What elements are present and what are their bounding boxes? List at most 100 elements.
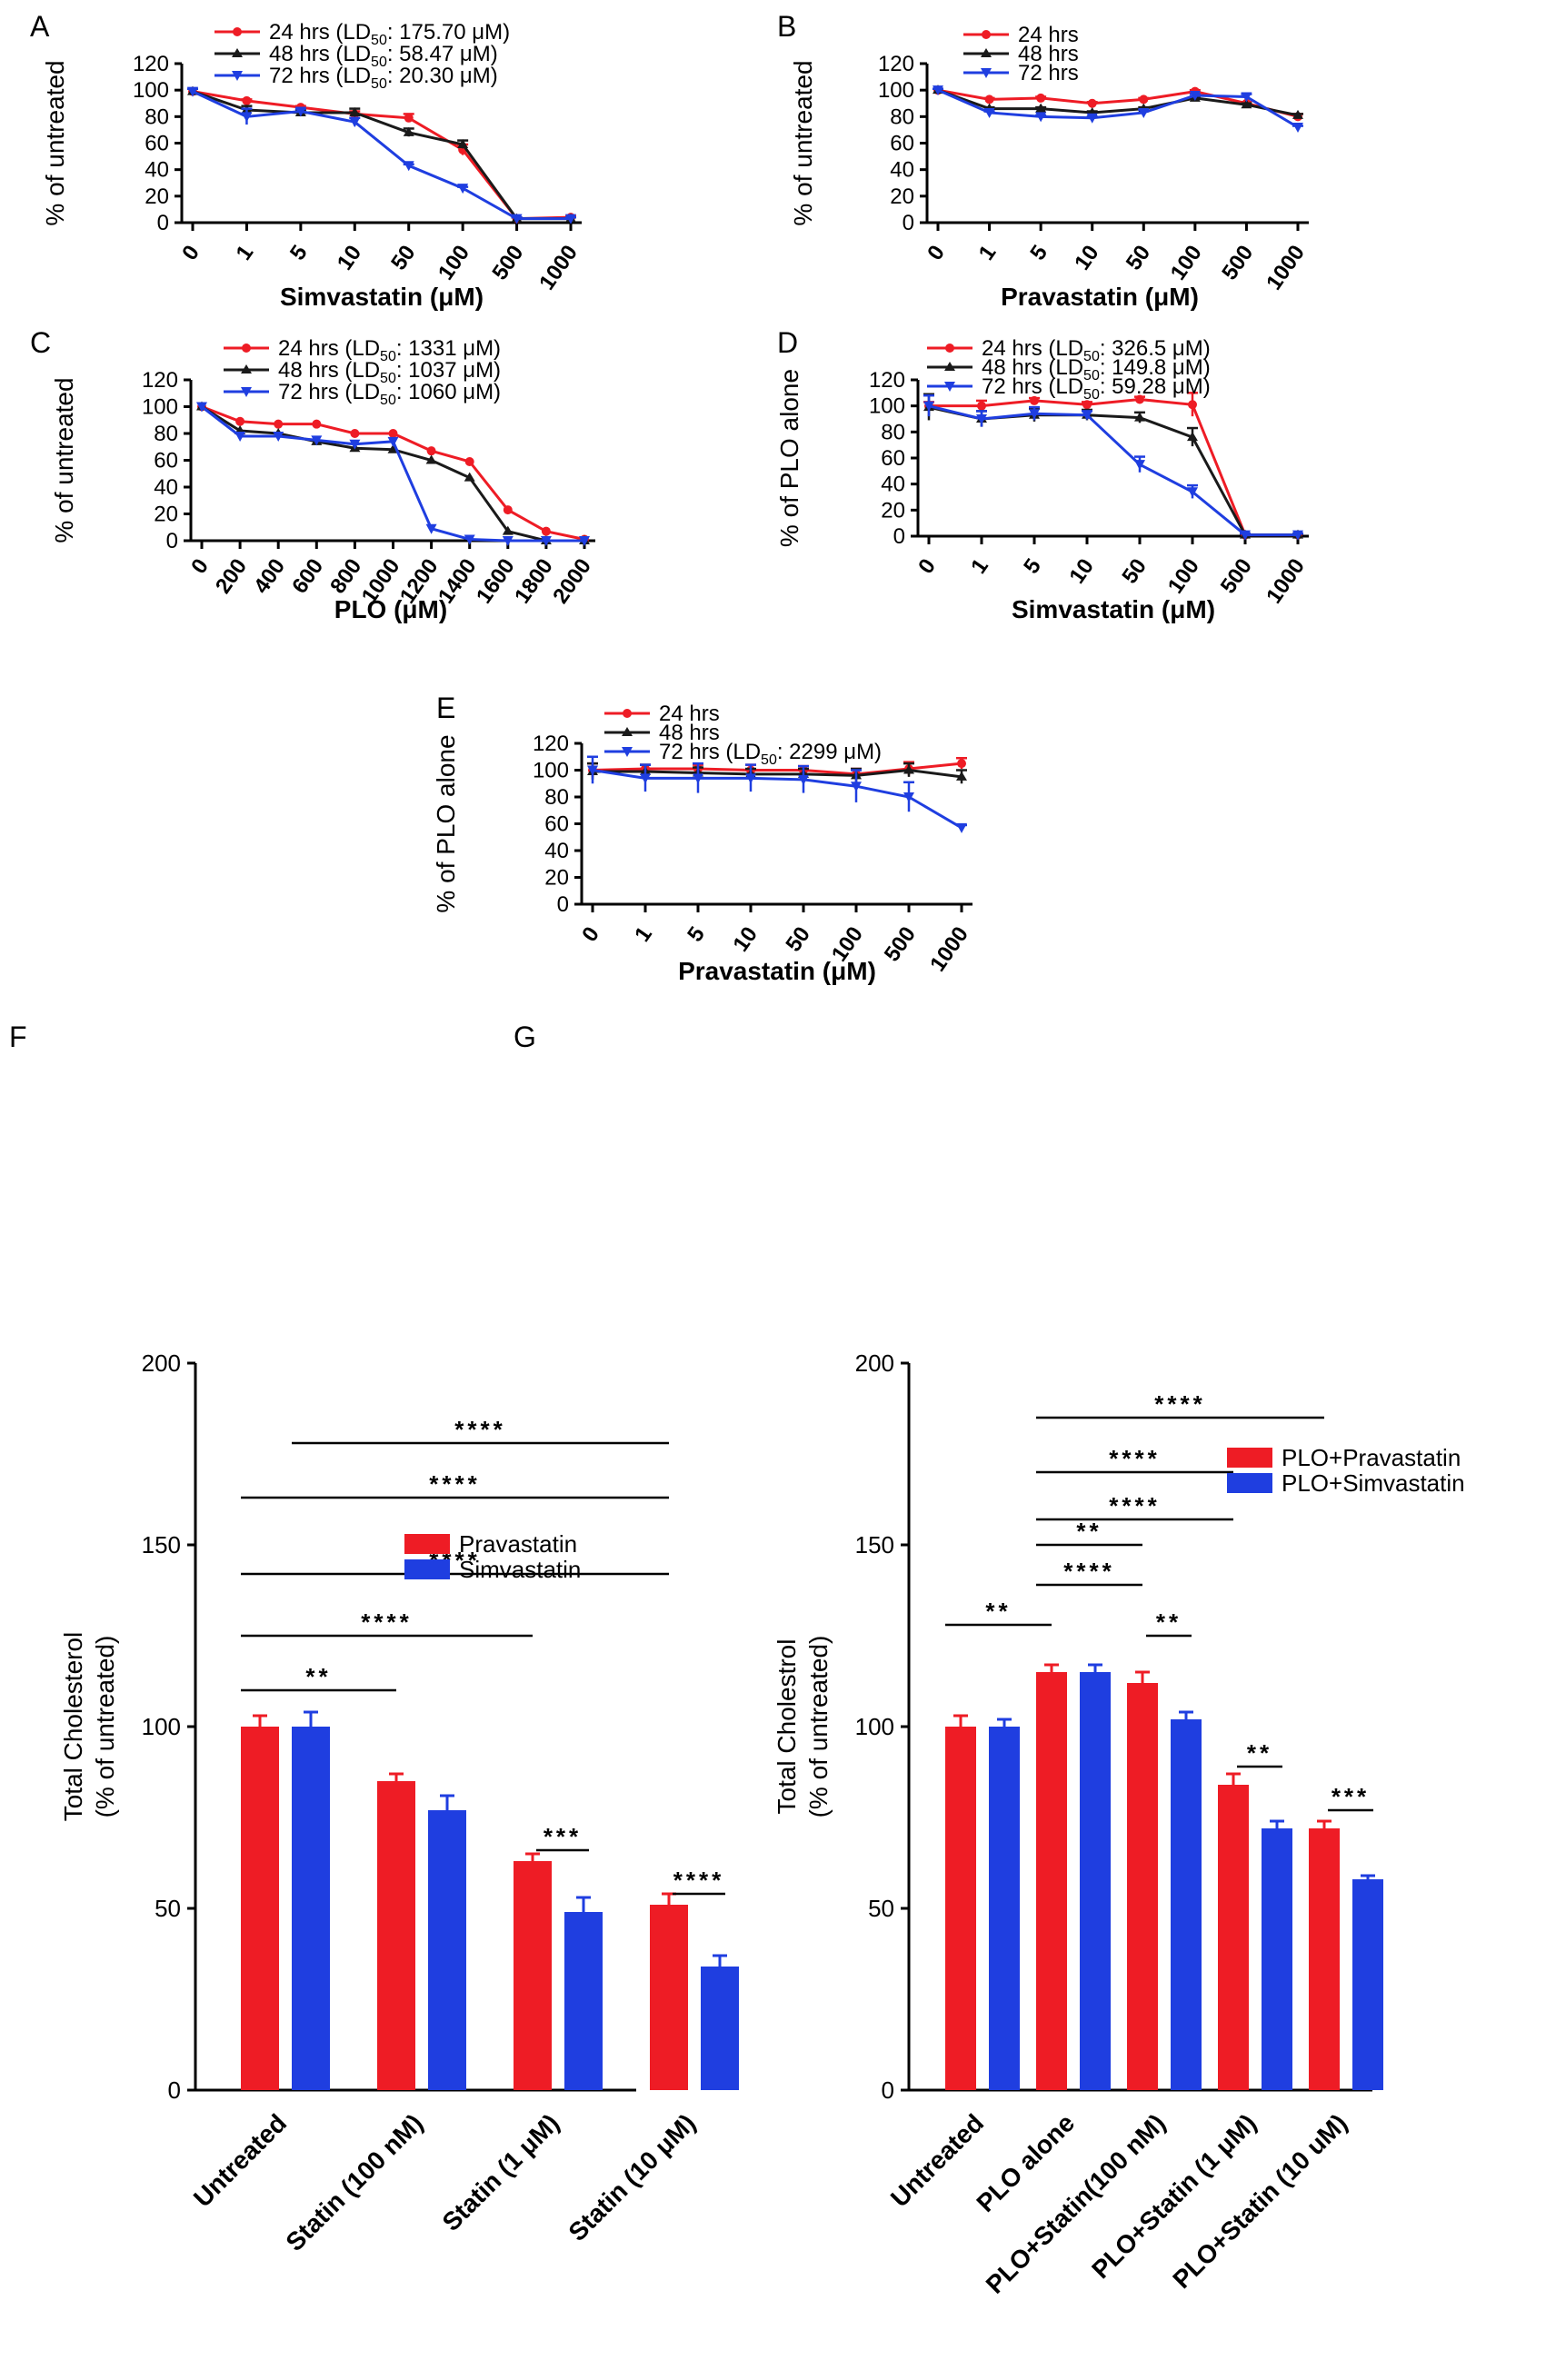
legend-entry: 48 hrs (LD50: 58.47 μM) xyxy=(214,42,498,70)
legend-label: 24 hrs xyxy=(1018,23,1079,47)
data-point xyxy=(311,435,323,446)
series-blue xyxy=(587,755,967,833)
y-tick-label: 80 xyxy=(881,420,905,444)
y-tick-label: 0 xyxy=(882,2076,894,2104)
y-tick-label: 0 xyxy=(168,2076,181,2104)
legend-marker xyxy=(623,709,632,718)
y-tick-label: 20 xyxy=(154,503,178,527)
significance-stars: *** xyxy=(1332,1783,1370,1810)
y-axis-label: % of PLO alone xyxy=(775,369,803,547)
series-black xyxy=(187,85,576,223)
bar xyxy=(428,1810,466,2090)
legend-text: 48 hrs (LD xyxy=(982,355,1083,380)
x-tick-label: 1 xyxy=(966,554,993,578)
x-tick-label: 1000 xyxy=(925,922,973,976)
y-tick-label: 100 xyxy=(869,394,905,419)
data-point xyxy=(1138,107,1150,118)
x-tick-label: 50 xyxy=(1122,241,1155,274)
series-line xyxy=(928,405,1298,537)
data-point xyxy=(242,95,252,105)
data-point xyxy=(541,526,551,536)
data-point xyxy=(273,431,284,442)
data-point xyxy=(1241,92,1252,103)
significance-stars: ** xyxy=(1156,1608,1182,1636)
data-point xyxy=(1241,99,1252,109)
y-tick-label: 40 xyxy=(544,839,569,863)
legend-label: 72 hrs (LD50: 20.30 μM) xyxy=(269,64,498,92)
significance-stars: **** xyxy=(1063,1558,1114,1585)
y-tick-label: 100 xyxy=(533,759,569,783)
x-tick-label: 1000 xyxy=(534,241,583,294)
data-point xyxy=(502,536,514,546)
bar xyxy=(650,1905,688,2090)
legend-subscript: 50 xyxy=(1083,387,1100,403)
data-point xyxy=(957,759,966,769)
data-point xyxy=(387,436,399,447)
data-point xyxy=(1188,400,1197,410)
legend-entry: 24 hrs xyxy=(604,702,720,726)
panel-label: A xyxy=(30,10,50,43)
data-point xyxy=(640,773,651,784)
y-tick-label: 120 xyxy=(142,368,178,393)
bar xyxy=(1352,1879,1383,2090)
legend-subscript: 50 xyxy=(1083,349,1100,364)
legend-subscript: 50 xyxy=(380,393,396,408)
legend-entry: 48 hrs xyxy=(604,721,720,745)
legend-label: 48 hrs (LD50: 58.47 μM) xyxy=(269,42,498,70)
legend-entry: 72 hrs (LD50: 20.30 μM) xyxy=(214,64,498,92)
x-tick-label: 10 xyxy=(728,922,762,956)
panel-label: B xyxy=(777,10,796,43)
x-tick-label: 500 xyxy=(880,922,921,966)
data-point xyxy=(851,782,862,792)
data-point xyxy=(1086,113,1098,124)
legend-label: 48 hrs (LD50: 1037 μM) xyxy=(278,358,501,386)
data-point xyxy=(235,416,245,426)
bar xyxy=(241,1727,279,2090)
y-tick-label: 80 xyxy=(154,422,178,446)
legend-marker xyxy=(242,344,251,353)
legend-text: 72 hrs xyxy=(1018,61,1079,85)
y-tick-label: 40 xyxy=(154,475,178,500)
legend-subscript: 50 xyxy=(761,752,777,768)
data-point xyxy=(457,184,469,194)
data-point xyxy=(464,456,474,466)
legend-text: : 1331 μM) xyxy=(396,336,501,361)
data-point xyxy=(1082,410,1092,421)
legend-swatch xyxy=(1227,1448,1272,1468)
legend-text: 24 hrs xyxy=(659,702,720,726)
legend-entry: 48 hrs xyxy=(963,42,1079,66)
data-point xyxy=(312,419,322,429)
legend-entry: 48 hrs (LD50: 1037 μM) xyxy=(224,358,501,386)
data-point xyxy=(464,472,475,482)
x-tick-label: Statin (1 μM) xyxy=(437,2108,565,2236)
data-point xyxy=(1240,530,1251,541)
y-tick-label: 0 xyxy=(157,211,169,235)
y-tick-label: 60 xyxy=(544,812,569,837)
y-axis-label: Total Cholestrol xyxy=(773,1639,801,1815)
data-point xyxy=(196,402,207,413)
legend-text: : 58.47 μM) xyxy=(387,42,498,66)
y-axis-label: (% of untreated) xyxy=(804,1636,833,1818)
legend-text: : 1060 μM) xyxy=(396,380,501,404)
legend-marker xyxy=(982,30,991,39)
legend-text: 72 hrs (LD xyxy=(659,740,761,764)
legend-label: Simvastatin xyxy=(459,1556,581,1583)
data-point xyxy=(956,771,967,781)
significance-stars: ** xyxy=(305,1663,331,1690)
legend-entry: 72 hrs (LD50: 2299 μM) xyxy=(604,740,882,768)
series-line xyxy=(928,404,1298,537)
x-tick-label: 50 xyxy=(1117,554,1151,588)
x-axis-label: Simvastatin (μM) xyxy=(280,283,484,311)
series-blue xyxy=(933,85,1303,133)
bar xyxy=(564,1912,603,2090)
data-point xyxy=(1134,460,1145,471)
y-tick-label: 120 xyxy=(133,52,169,76)
significance-stars: **** xyxy=(673,1867,724,1894)
legend-swatch xyxy=(1227,1473,1272,1493)
data-point xyxy=(403,126,414,136)
legend-entry: 24 hrs (LD50: 175.70 μM) xyxy=(214,20,510,48)
legend-text: 24 hrs (LD xyxy=(278,336,380,361)
panel-label: E xyxy=(436,692,455,724)
data-point xyxy=(1139,95,1149,105)
